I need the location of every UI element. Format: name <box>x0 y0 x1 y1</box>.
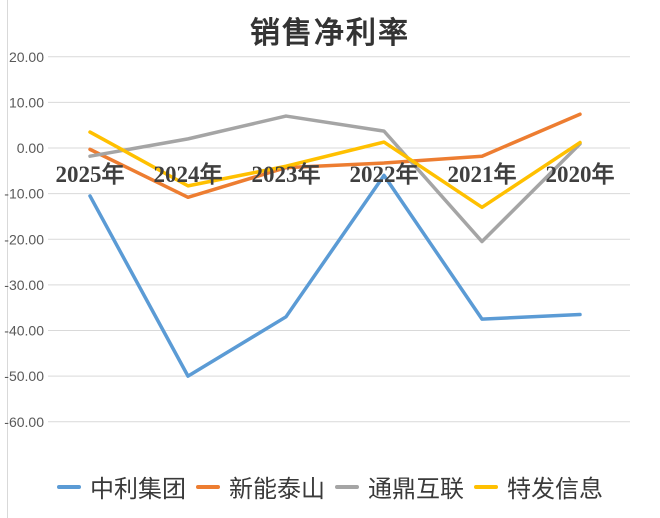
legend-label: 中利集团 <box>90 477 186 503</box>
series-line-2 <box>88 114 582 244</box>
legend-dash-icon <box>196 484 220 489</box>
legend-item-0: 中利集团 <box>57 469 186 504</box>
legend-item-2: 通鼎互联 <box>335 469 464 504</box>
chart-title: 销售净利率 <box>250 17 410 50</box>
legend-label: 特发信息 <box>507 477 603 503</box>
x-axis-label: 2020年 <box>546 161 615 187</box>
y-axis-tick-label: -60.00 <box>4 414 44 430</box>
x-axis-labels: 2025年 2024年 2023年 2022年 2021年 2020年 <box>56 161 615 187</box>
y-axis-tick-labels: 20.00 10.00 0.00 -10.00 -20.00 -30.00 -40.00 -5… <box>4 49 44 430</box>
legend-label: 通鼎互联 <box>368 477 464 503</box>
page-left-border <box>7 0 8 518</box>
y-axis-tick-label: -40.00 <box>4 323 44 339</box>
legend-item-1: 新能泰山 <box>196 469 325 504</box>
legend: 中利集团 新能泰山 通鼎互联 特发信息 <box>0 469 660 504</box>
y-axis-tick-label: -50.00 <box>4 368 44 384</box>
y-axis-tick-label: -20.00 <box>4 231 44 247</box>
x-axis-label: 2023年 <box>252 161 321 187</box>
line-chart: 20.00 10.00 0.00 -10.00 -20.00 -30.00 -40.00 -5… <box>4 49 630 430</box>
x-axis-label: 2024年 <box>154 161 223 187</box>
series-line-3 <box>88 130 582 210</box>
legend-dash-icon <box>57 484 81 489</box>
legend-dash-icon <box>335 484 359 489</box>
y-axis-tick-label: 10.00 <box>9 94 44 110</box>
series-line-0 <box>88 173 582 378</box>
y-axis-tick-label: 0.00 <box>17 140 44 156</box>
legend-item-3: 特发信息 <box>474 469 603 504</box>
y-axis-tick-label: 20.00 <box>9 49 44 65</box>
y-axis-tick-label: -10.00 <box>4 186 44 202</box>
x-axis-label: 2021年 <box>448 161 517 187</box>
x-axis-label: 2025年 <box>56 161 125 187</box>
y-axis-tick-label: -30.00 <box>4 277 44 293</box>
legend-label: 新能泰山 <box>229 477 325 503</box>
series-lines <box>88 112 582 378</box>
legend-dash-icon <box>474 484 498 489</box>
series-line-1 <box>88 112 582 200</box>
x-axis-label: 2022年 <box>350 161 419 187</box>
